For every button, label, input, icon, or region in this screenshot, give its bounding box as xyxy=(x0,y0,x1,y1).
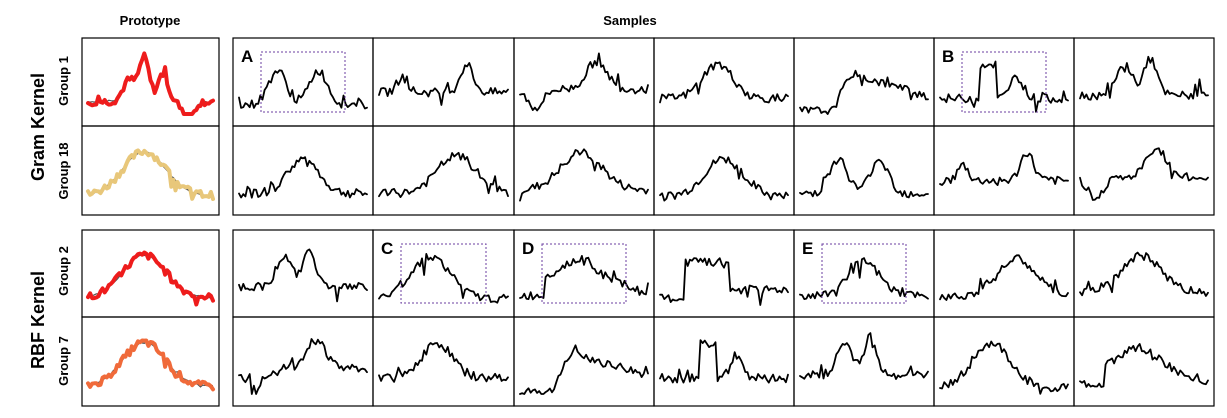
signal-trace xyxy=(378,151,509,199)
sample-cell xyxy=(793,37,935,127)
signal-trace xyxy=(378,252,509,304)
signal-trace xyxy=(378,342,509,383)
highlight-box xyxy=(400,243,487,304)
sample-cell xyxy=(1073,229,1215,318)
sample-cell xyxy=(372,125,515,216)
highlight-box xyxy=(961,51,1047,113)
signal-trace xyxy=(939,152,1069,187)
signal-trace xyxy=(519,344,649,395)
sample-cell xyxy=(232,316,374,407)
signal-trace xyxy=(659,155,789,202)
signal-trace xyxy=(86,148,215,201)
sample-cell xyxy=(653,37,795,127)
signal-trace xyxy=(519,52,649,112)
signal-trace xyxy=(238,338,368,395)
highlight-letter: D xyxy=(522,239,534,258)
sample-cell xyxy=(933,229,1075,318)
sample-cell xyxy=(513,37,655,127)
sample-cell xyxy=(232,229,374,318)
signal-trace xyxy=(86,51,215,116)
signal-trace xyxy=(86,250,215,307)
signal-trace xyxy=(799,332,929,380)
sample-cell xyxy=(513,125,655,216)
signal-trace xyxy=(1079,147,1209,201)
sample-cell xyxy=(372,37,515,127)
signal-trace xyxy=(799,156,929,199)
sample-cell xyxy=(933,125,1075,216)
sample-cell xyxy=(933,37,1075,127)
prototype-cell xyxy=(81,125,220,216)
sample-cell xyxy=(1073,316,1215,407)
samples-header: Samples xyxy=(603,13,657,28)
signal-trace xyxy=(1079,343,1209,388)
sample-cell xyxy=(793,316,935,407)
signal-trace xyxy=(1079,55,1209,101)
sample-cell xyxy=(372,316,515,407)
highlight-letter: E xyxy=(802,239,813,258)
signal-trace xyxy=(799,69,929,115)
signal-trace xyxy=(238,248,368,303)
sample-cell xyxy=(1073,125,1215,216)
signal-trace xyxy=(939,254,1069,301)
sample-cell xyxy=(513,229,655,318)
sample-cell xyxy=(372,229,515,318)
sample-cell xyxy=(232,37,374,127)
signal-trace xyxy=(659,339,789,384)
signal-trace xyxy=(519,148,649,202)
signal-trace xyxy=(519,254,649,301)
sample-cell xyxy=(232,125,374,216)
sample-cell xyxy=(793,229,935,318)
signal-trace xyxy=(659,61,789,104)
prototype-cell xyxy=(81,316,220,407)
signal-trace xyxy=(86,338,215,392)
highlight-box xyxy=(821,243,907,304)
signal-trace xyxy=(799,257,929,301)
signal-trace xyxy=(378,62,509,106)
signal-trace xyxy=(659,257,789,306)
sample-cell xyxy=(513,316,655,407)
sample-cell xyxy=(653,316,795,407)
highlight-box xyxy=(260,51,346,113)
sample-cell xyxy=(793,125,935,216)
highlight-box xyxy=(541,243,627,304)
signal-trace xyxy=(939,60,1069,113)
sample-cell xyxy=(933,316,1075,407)
sample-cell xyxy=(653,229,795,318)
highlight-letter: A xyxy=(241,47,253,66)
prototype-header: Prototype xyxy=(119,13,181,28)
signal-trace xyxy=(939,340,1069,395)
signal-trace xyxy=(87,341,214,388)
highlight-letter: C xyxy=(381,239,393,258)
highlight-letter: B xyxy=(942,47,954,66)
sample-cell xyxy=(653,125,795,216)
signal-trace xyxy=(238,156,368,199)
signal-trace xyxy=(238,69,368,110)
sample-cell xyxy=(1073,37,1215,127)
signal-trace xyxy=(1079,251,1209,297)
